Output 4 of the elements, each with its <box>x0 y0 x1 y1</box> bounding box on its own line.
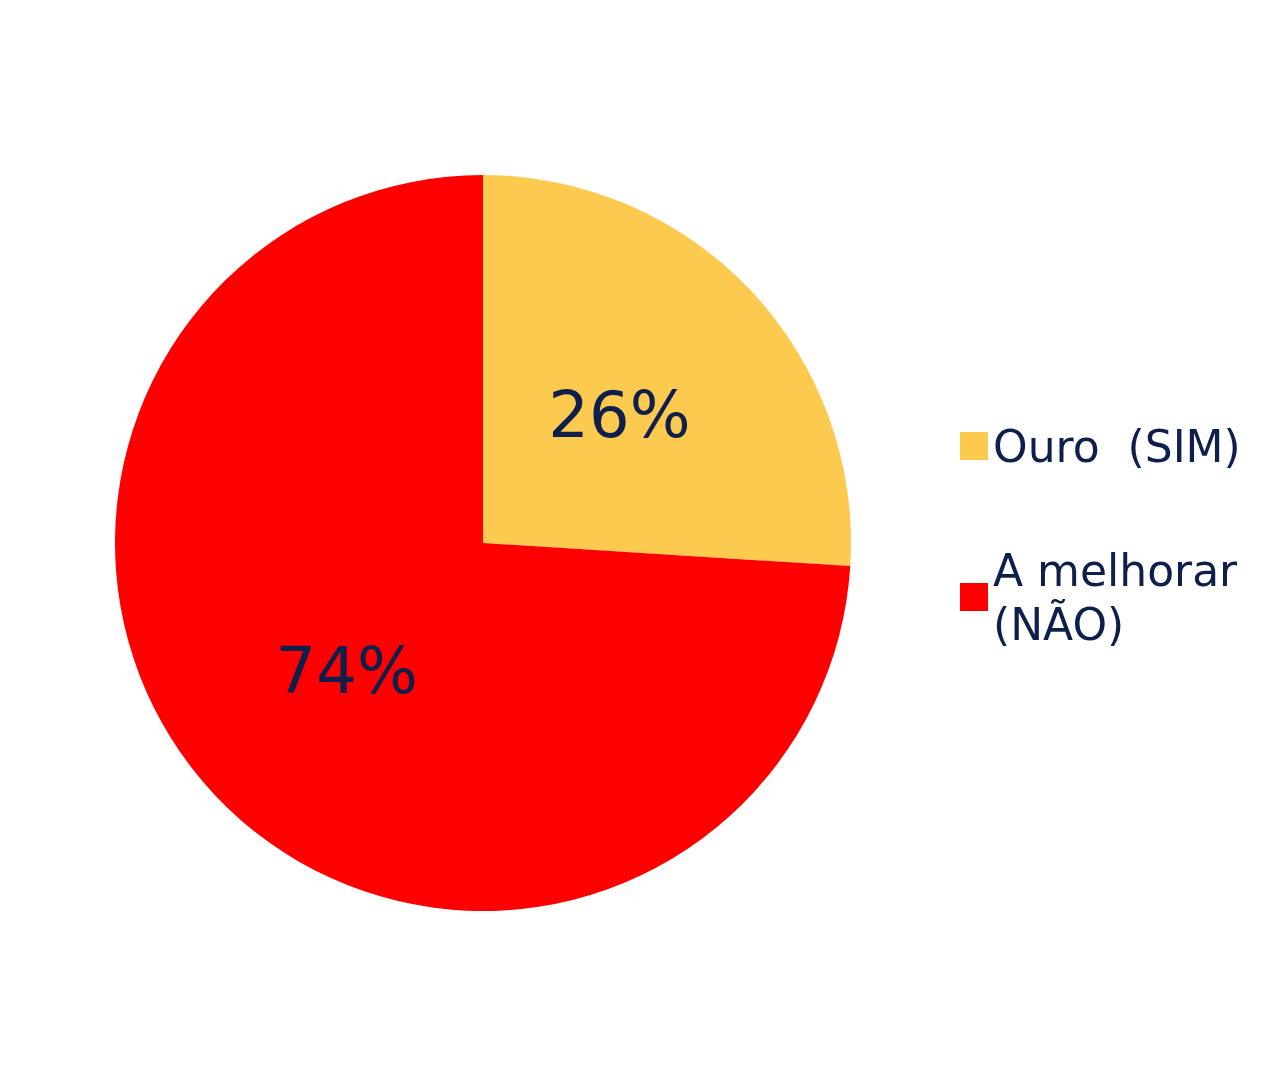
legend-label: Ouro (SIM) <box>993 420 1241 472</box>
legend-label: A melhorar (NÃO) <box>993 544 1252 650</box>
data-label: 74% <box>275 634 418 709</box>
data-label: 26% <box>548 377 691 452</box>
